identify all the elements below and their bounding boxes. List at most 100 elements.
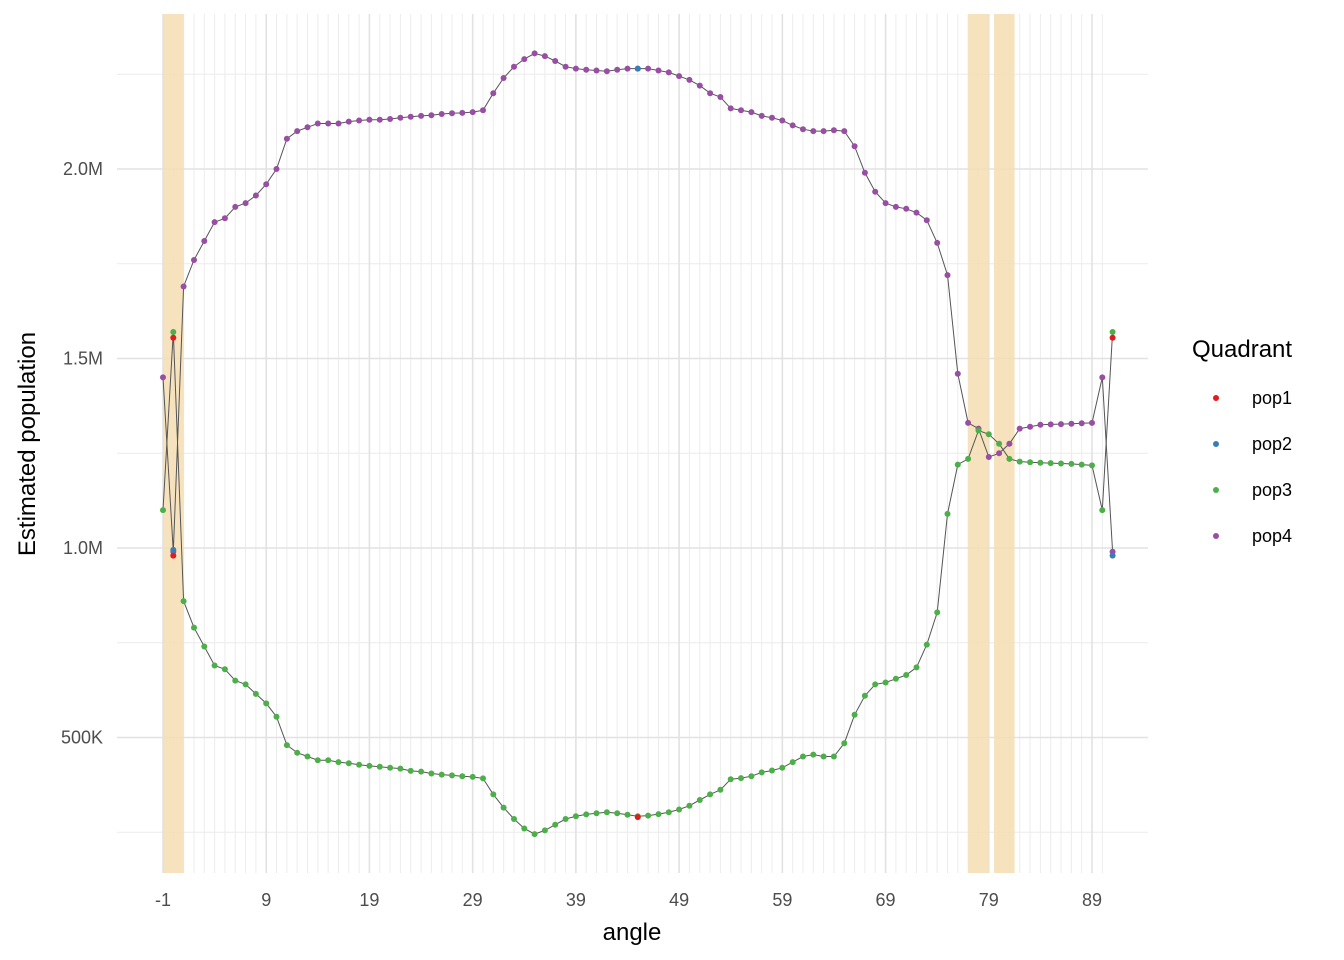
data-point-pop3: [366, 762, 373, 769]
data-point-pop3: [242, 681, 249, 688]
data-point-pop3: [1099, 507, 1106, 514]
data-point-pop3: [696, 797, 703, 803]
data-point-pop3: [954, 461, 961, 468]
y-tick-label: 500K: [61, 728, 103, 748]
data-point-pop4: [665, 69, 672, 76]
data-point-pop3: [418, 768, 425, 775]
data-point-pop3: [180, 598, 187, 605]
data-point-pop3: [1047, 460, 1054, 467]
data-point-pop3: [738, 775, 744, 782]
data-point-pop3: [996, 440, 1003, 447]
data-point-pop4: [779, 117, 786, 124]
data-points: [160, 50, 1116, 838]
data-point-pop4: [314, 120, 321, 127]
data-point-pop4: [789, 122, 796, 129]
data-point-pop4: [572, 65, 579, 72]
data-point-pop3: [903, 672, 910, 678]
data-point-pop4: [387, 116, 394, 122]
y-tick-label: 1.0M: [63, 538, 103, 558]
data-point-pop3: [469, 773, 476, 780]
data-point-pop4: [655, 67, 662, 74]
legend-label-pop3: pop3: [1252, 480, 1292, 500]
data-point-pop3: [944, 510, 951, 517]
data-point-pop1: [634, 814, 641, 821]
data-point-pop3: [541, 827, 548, 834]
x-tick-label: -1: [155, 890, 171, 910]
data-point-pop4: [252, 192, 259, 199]
data-point-pop3: [975, 427, 982, 434]
y-tick-label: 2.0M: [63, 159, 103, 179]
data-point-pop4: [872, 188, 879, 195]
y-axis-title: Estimated population: [14, 332, 41, 556]
data-point-pop3: [923, 641, 930, 648]
data-point-pop3: [1037, 459, 1044, 466]
data-point-pop4: [996, 450, 1003, 457]
major-gridlines: [117, 14, 1148, 873]
data-point-pop3: [1027, 459, 1034, 466]
highlight-band: [968, 14, 989, 873]
data-point-pop3: [965, 455, 972, 462]
data-point-pop4: [676, 73, 683, 80]
data-point-pop3: [531, 831, 538, 838]
data-point-pop3: [851, 711, 858, 718]
data-point-pop4: [211, 219, 218, 226]
data-point-pop4: [861, 169, 868, 176]
data-point-pop3: [562, 816, 569, 822]
highlight-band: [163, 14, 184, 873]
data-point-pop4: [800, 126, 806, 133]
data-point-pop4: [1068, 420, 1075, 427]
x-tick-label: 29: [463, 890, 483, 910]
data-point-pop3: [335, 759, 342, 766]
data-point-pop4: [820, 128, 827, 135]
data-point-pop3: [603, 809, 610, 816]
data-point-pop3: [170, 329, 177, 335]
data-point-pop2: [170, 546, 177, 553]
data-point-pop3: [490, 791, 497, 798]
data-point-pop3: [1089, 462, 1095, 469]
data-point-pop3: [191, 624, 197, 631]
data-point-pop1: [170, 552, 177, 559]
data-point-pop3: [882, 679, 889, 686]
data-point-pop3: [294, 749, 301, 756]
data-point-pop3: [830, 753, 837, 760]
data-point-pop4: [180, 283, 187, 290]
data-point-pop4: [1078, 420, 1085, 427]
data-point-pop3: [820, 753, 827, 760]
data-point-pop4: [469, 109, 476, 116]
data-point-pop4: [531, 50, 538, 57]
data-point-pop4: [830, 127, 837, 134]
data-point-pop3: [252, 690, 259, 697]
data-point-pop4: [562, 63, 569, 70]
data-point-pop4: [882, 200, 889, 207]
data-point-pop3: [283, 742, 290, 749]
data-point-pop2: [1109, 552, 1116, 559]
data-point-pop4: [965, 419, 972, 426]
data-point-pop3: [676, 806, 683, 813]
data-point-pop4: [325, 120, 332, 127]
data-point-pop3: [314, 757, 321, 764]
data-point-pop3: [232, 677, 239, 684]
data-point-pop4: [686, 76, 693, 83]
data-point-pop4: [624, 65, 631, 72]
data-point-pop3: [624, 811, 631, 818]
data-point-pop4: [1006, 440, 1013, 447]
data-point-pop3: [1016, 458, 1023, 465]
data-point-pop4: [283, 135, 290, 142]
x-axis-ticks: -1 9 19 29 39 49 59 69 79 89: [155, 890, 1102, 910]
highlight-band: [993, 14, 1015, 873]
data-point-pop2: [634, 65, 641, 72]
data-point-pop3: [1068, 460, 1075, 467]
data-point-pop3: [717, 786, 724, 793]
data-point-pop1: [1109, 334, 1116, 341]
data-point-pop3: [304, 753, 311, 760]
data-point-pop3: [913, 664, 920, 671]
data-point-pop4: [490, 90, 497, 97]
data-point-pop3: [665, 809, 672, 816]
data-point-pop3: [727, 776, 734, 783]
data-point-pop3: [552, 821, 559, 828]
data-point-pop4: [242, 200, 249, 207]
data-point-pop4: [304, 124, 311, 131]
data-point-pop4: [903, 205, 910, 212]
data-point-pop3: [593, 810, 600, 817]
data-point-pop3: [1078, 461, 1085, 468]
